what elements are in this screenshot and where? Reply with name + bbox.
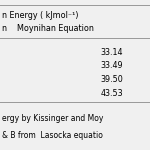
Text: n    Moynihan Equation: n Moynihan Equation [2, 24, 93, 33]
Text: 33.49: 33.49 [100, 61, 123, 70]
Text: & B from  Lasocka equatio: & B from Lasocka equatio [2, 130, 102, 140]
Text: 33.14: 33.14 [100, 48, 123, 57]
Text: 43.53: 43.53 [100, 88, 123, 98]
Text: 39.50: 39.50 [100, 75, 123, 84]
Text: n Energy ( kJmol⁻¹): n Energy ( kJmol⁻¹) [2, 11, 78, 20]
Text: ergy by Kissinger and Moy: ergy by Kissinger and Moy [2, 114, 103, 123]
